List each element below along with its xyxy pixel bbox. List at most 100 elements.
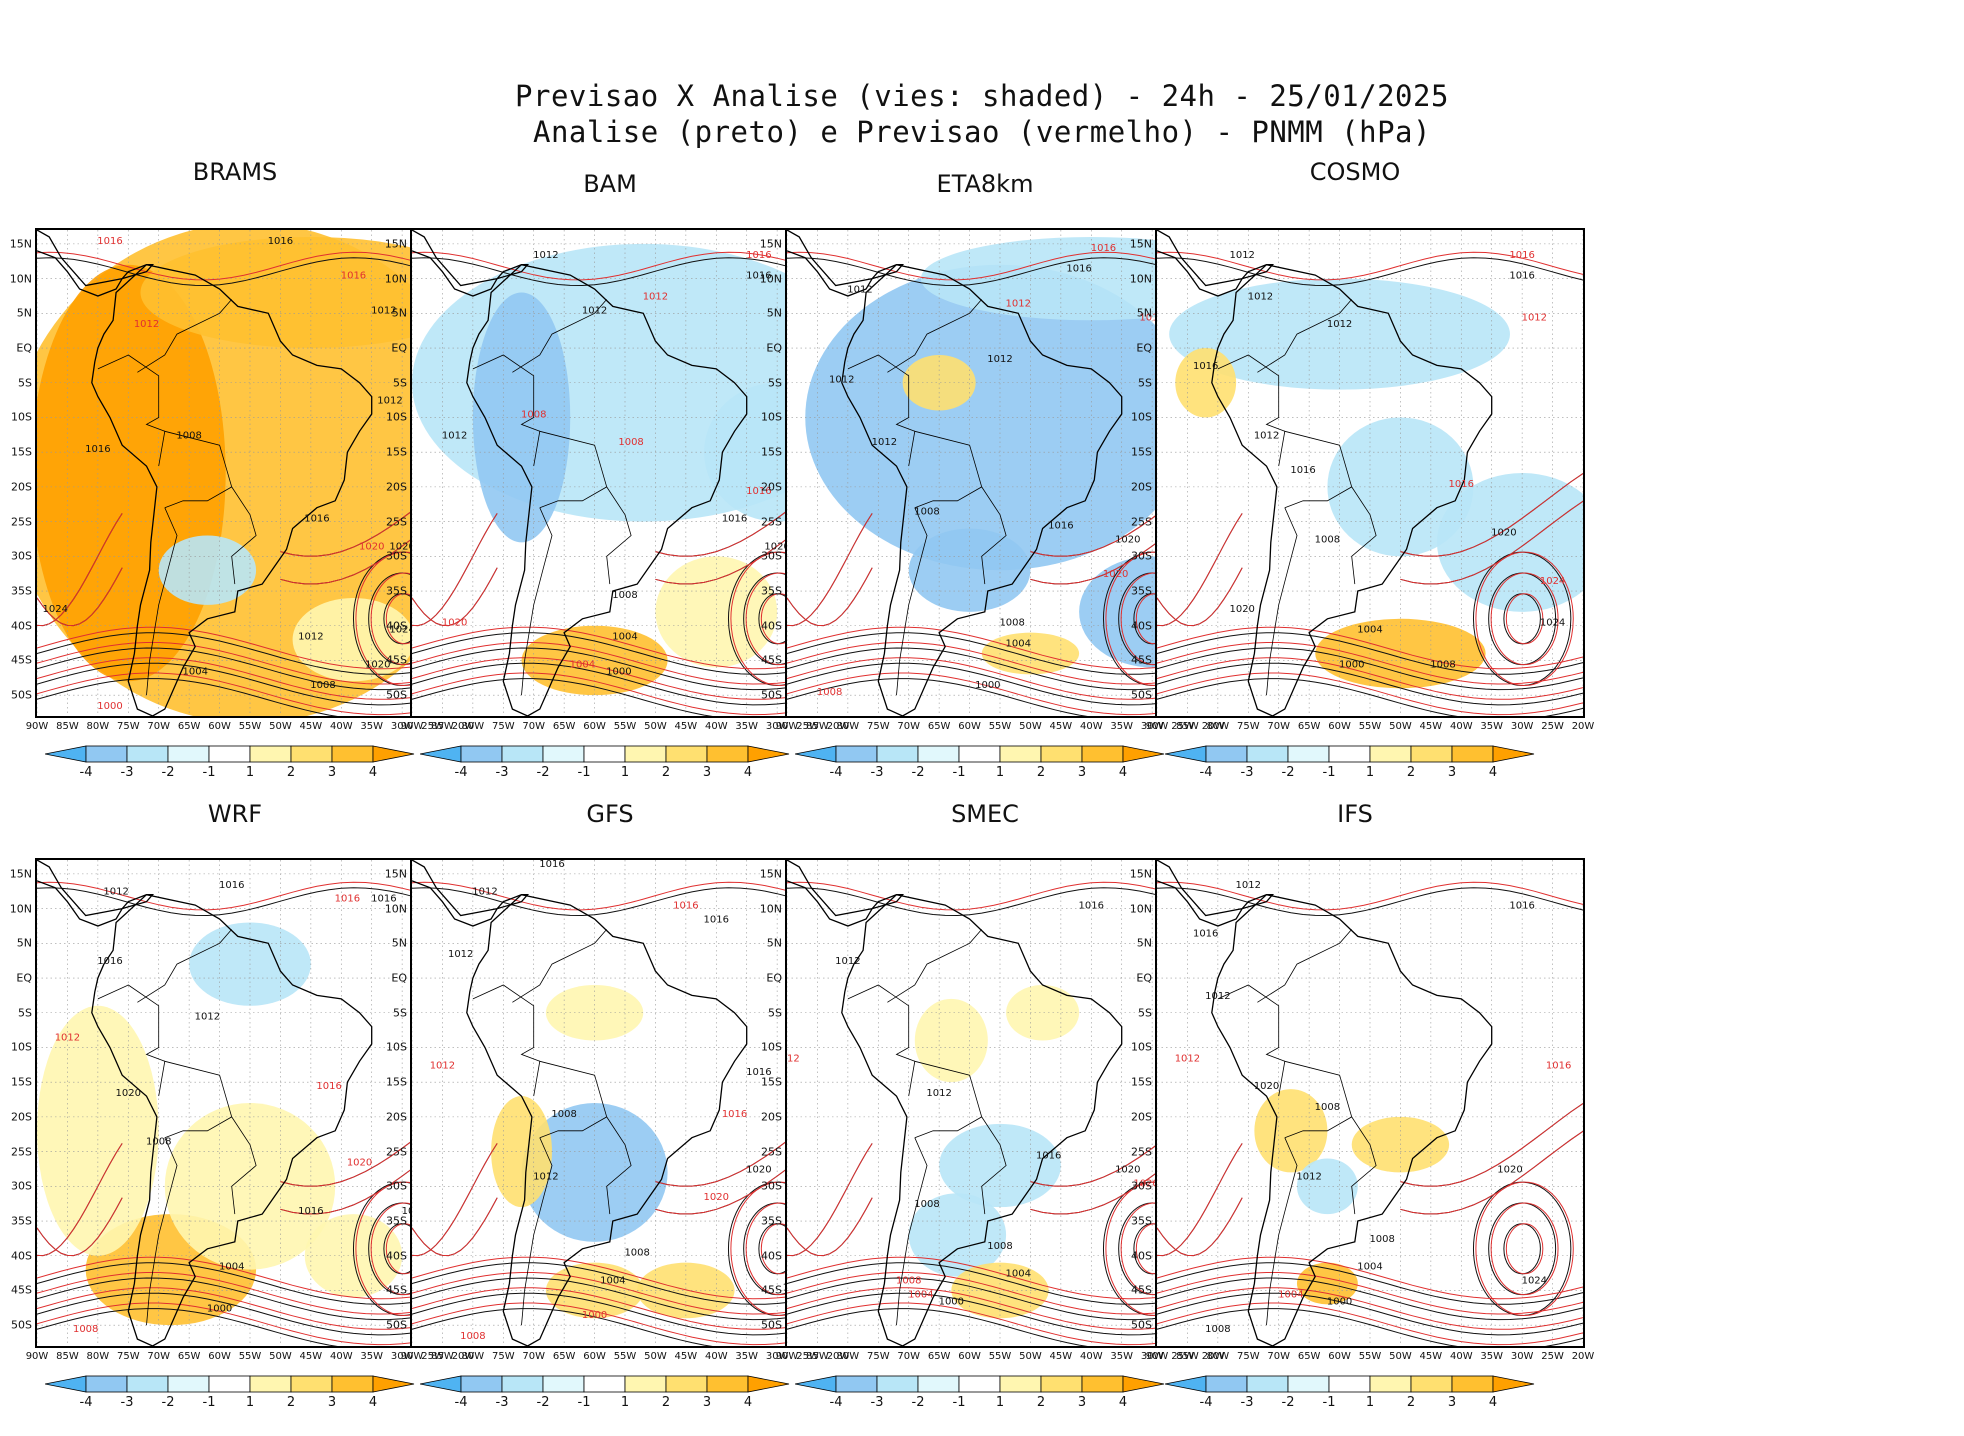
contour-label-analysis: 1016	[85, 444, 110, 455]
lat-tick-label: 30S	[386, 1179, 407, 1193]
lon-tick-label: 85W	[56, 721, 79, 732]
contour-label-forecast: 1016	[1509, 250, 1534, 261]
lat-tick-label: 5S	[768, 376, 782, 390]
contour-label-analysis: 1004	[1006, 639, 1031, 650]
title-line-1: Previsao X Analise (vies: shaded) - 24h …	[515, 79, 1449, 113]
lon-tick-label: 80W	[836, 721, 860, 732]
lat-tick-label: 20S	[11, 480, 32, 494]
colorbar-segment	[1451, 1375, 1494, 1393]
bias-region	[951, 1262, 1049, 1319]
colorbar-segment	[1081, 1375, 1124, 1393]
colorbar-segment	[1164, 745, 1207, 763]
lat-tick-label: 25S	[386, 1145, 407, 1159]
coastlines	[412, 230, 748, 716]
lat-tick-label: 5N	[16, 936, 32, 950]
lon-tick-label: 40W	[704, 721, 728, 732]
colorbar-segment	[706, 745, 749, 763]
colorbar-tick-label: -2	[1281, 765, 1295, 780]
colorbar-segment	[583, 745, 626, 763]
lon-tick-label: 85W	[806, 721, 829, 732]
panel-brams: BRAMS 15N 10N 5N EQ 5S 10S 15S 20S 25S 30S 35S 40S 45…	[0, 158, 475, 795]
colorbar-tick-label: 1	[245, 1395, 255, 1410]
colorbar-segment	[1410, 745, 1453, 763]
colorbar-tick-label: -2	[161, 765, 175, 780]
lat-tick-label: EQ	[766, 971, 782, 985]
colorbar-tick-label: -1	[952, 765, 966, 780]
panel-title: BAM	[583, 170, 637, 198]
lon-tick-label: 30W	[1140, 1351, 1164, 1362]
contour-label-analysis: 1000	[606, 666, 631, 677]
lat-axis: 15N 10N 5N EQ 5S 10S 15S 20S 25S 30S 35S 40S 45S 50S	[1120, 858, 1154, 1348]
panel-smec: SMEC 15N 10N 5N EQ 5S 10S 15S 20S 25S 30S 35S 40S 45S…	[750, 800, 1225, 1425]
lat-tick-label: 5N	[766, 936, 782, 950]
lat-tick-label: 5N	[16, 306, 32, 320]
contour-label-analysis: 1008	[1369, 1234, 1394, 1245]
lat-axis: 15N 10N 5N EQ 5S 10S 15S 20S 25S 30S 35S 40S 45S 50S	[1120, 228, 1154, 718]
contour-label-analysis: 1004	[1006, 1269, 1031, 1280]
lat-tick-label: 15S	[11, 1075, 32, 1089]
lon-tick-label: 30W	[390, 721, 414, 732]
lon-tick-label: 45W	[674, 721, 698, 732]
panel-bam: BAM 15N 10N 5N EQ 5S 10S 15S 20S 25S 30S 35S 40S 45S 5…	[375, 170, 850, 795]
contour-label-analysis: 1012	[1236, 880, 1261, 891]
bias-region	[521, 1103, 668, 1242]
lat-tick-label: 10N	[9, 272, 32, 286]
contour-label-analysis: 1008	[146, 1137, 171, 1148]
lat-axis: 15N 10N 5N EQ 5S 10S 15S 20S 25S 30S 35S 40S 45S 50S	[0, 228, 34, 718]
contour-label-forecast: 1004	[570, 659, 595, 670]
lat-tick-label: 40S	[386, 1249, 407, 1263]
lat-tick-label: 15N	[9, 867, 32, 881]
lat-tick-label: 5N	[391, 936, 407, 950]
lon-tick-label: 35W	[360, 721, 384, 732]
contour-label-analysis: 1004	[612, 632, 637, 643]
lat-tick-label: 10N	[9, 902, 32, 916]
colorbar-segment	[249, 745, 292, 763]
contour-label-analysis: 1020	[1115, 534, 1140, 545]
lat-tick-label: 35S	[11, 584, 32, 598]
contour-label-analysis: 1016	[1290, 465, 1315, 476]
contour-label-analysis: 1016	[1079, 901, 1104, 912]
lon-tick-label: 50W	[1019, 1351, 1042, 1362]
lat-tick-label: 35S	[11, 1214, 32, 1228]
lon-tick-label: 70W	[147, 721, 171, 732]
colorbar-tick-label: 1	[245, 765, 255, 780]
lon-tick-label: 20W	[826, 721, 850, 732]
colorbar-tick-label: 4	[1488, 1395, 1498, 1410]
contour-label-analysis: 1016	[704, 914, 729, 925]
colorbar-segment	[290, 1375, 333, 1393]
colorbar-tick-label: -3	[1240, 765, 1254, 780]
colorbar: -4 -3 -2 -1 1 2 3 4	[1164, 745, 1575, 785]
contour-label-analysis: 1012	[103, 887, 128, 898]
lat-tick-label: 25S	[11, 1145, 32, 1159]
lon-tick-label: 60W	[208, 721, 231, 732]
contour-label-forecast: 1020	[359, 541, 384, 552]
colorbar-tick-label: -3	[120, 765, 134, 780]
colorbar-tick-label: -4	[1199, 1395, 1213, 1410]
contour-label-analysis: 1016	[1193, 928, 1218, 939]
contour-label-forecast: 1008	[618, 437, 643, 448]
colorbar-segment	[1410, 1375, 1453, 1393]
lon-tick-label: 30W	[765, 721, 789, 732]
lat-axis: 15N 10N 5N EQ 5S 10S 15S 20S 25S 30S 35S 40S 45S 50S	[375, 228, 409, 718]
lat-tick-label: 15S	[386, 1075, 407, 1089]
colorbar-segment	[372, 745, 415, 763]
lon-tick-label: 75W	[491, 1351, 515, 1362]
colorbar-segment	[794, 1375, 837, 1393]
contour-label-forecast: 1012	[1522, 312, 1547, 323]
colorbar-tick-label: -2	[911, 765, 925, 780]
lat-tick-label: 40S	[11, 619, 32, 633]
lat-tick-label: 20S	[761, 480, 782, 494]
lon-tick-label: 60W	[1328, 721, 1351, 732]
colorbar-tick-label: 2	[286, 1395, 296, 1410]
colorbar-tick-label: -4	[454, 765, 468, 780]
lon-tick-label: 75W	[116, 721, 140, 732]
lat-tick-label: 10S	[386, 410, 407, 424]
lon-tick-label: 25W	[421, 721, 444, 732]
contour-label-forecast: 1012	[55, 1033, 80, 1044]
contour-label-analysis: 1012	[1229, 250, 1254, 261]
lat-tick-label: 5N	[391, 306, 407, 320]
contour-label-forecast: 1016	[746, 486, 771, 497]
colorbar-segment	[85, 745, 128, 763]
contour-label-forecast: 1012	[1006, 298, 1031, 309]
colorbar-tick-label: 1	[995, 1395, 1005, 1410]
